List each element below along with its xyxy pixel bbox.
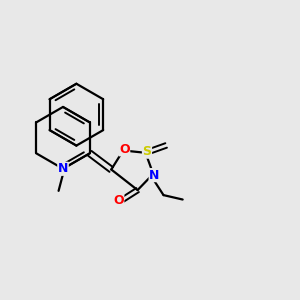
Text: S: S [142, 145, 152, 158]
Text: N: N [58, 162, 68, 175]
Text: O: O [113, 194, 124, 207]
Text: O: O [119, 143, 130, 156]
Text: N: N [149, 169, 160, 182]
